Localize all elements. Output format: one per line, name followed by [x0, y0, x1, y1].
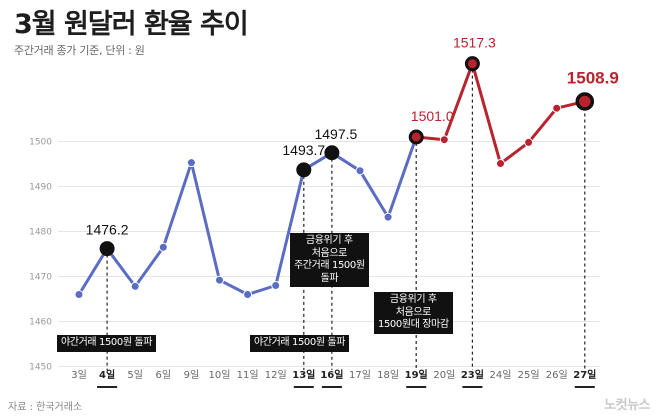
data-label: 1497.5 [314, 126, 357, 142]
data-point [383, 212, 393, 222]
x-tick-underline [406, 386, 427, 388]
annotation-line: 처음으로 [311, 247, 348, 259]
y-tick-label: 1460 [29, 318, 52, 328]
x-tick-label: 26일 [546, 369, 568, 381]
data-point [130, 281, 140, 291]
x-tick-label: 12일 [265, 369, 287, 381]
annotation-line: 돌파 [320, 272, 339, 284]
data-label: 1517.3 [453, 35, 496, 51]
data-point [355, 166, 365, 176]
annotation-box: 금융위기 후 처음으로 1500원대 장마감 [374, 292, 453, 334]
annotation-line: 1500원대 장마감 [378, 319, 449, 330]
annotation-line: 처음으로 [395, 306, 432, 318]
x-tick-label: 9일 [184, 369, 200, 381]
x-tick-underline [321, 386, 342, 388]
data-point [524, 137, 534, 147]
data-point [158, 242, 168, 252]
x-tick-underline [462, 386, 483, 388]
annotation-line: 금융위기 후 [305, 235, 353, 246]
x-tick-label: 6일 [156, 369, 172, 381]
data-label: 1493.7 [282, 142, 325, 158]
data-label: 1476.2 [86, 222, 129, 238]
annotation-box: 금융위기 후 처음으로 주간거래 1500원 돌파 [290, 233, 369, 287]
x-tick-label: 27일 [573, 368, 596, 381]
y-tick-label: 1480 [29, 228, 52, 238]
x-tick-label: 13일 [292, 368, 315, 381]
chart-subtitle: 주간거래 종가 기준, 단위 : 원 [14, 44, 145, 57]
annotation-line: 야간거래 1500원 돌파 [254, 337, 346, 348]
chart-title: 3월 원달러 환율 추이 [14, 9, 249, 40]
x-tick-label: 4일 [99, 368, 115, 381]
data-point [552, 103, 562, 113]
y-tick-label: 1470 [29, 273, 52, 283]
data-point [243, 290, 253, 299]
x-tick-label: 10일 [209, 369, 231, 381]
y-tick-label: 1450 [29, 363, 52, 373]
x-tick-underline [97, 386, 118, 388]
data-label: 1501.0 [411, 108, 454, 124]
x-tick-label: 25일 [518, 369, 540, 381]
x-tick-label: 20일 [433, 369, 455, 381]
x-tick-underline [293, 386, 314, 388]
data-point [496, 159, 505, 169]
data-point [271, 281, 281, 290]
x-tick-underline [574, 386, 595, 388]
data-point [464, 56, 480, 72]
x-tick-label: 3일 [71, 369, 87, 381]
x-tick-label: 18일 [377, 369, 399, 381]
y-tick-label: 1490 [29, 183, 52, 193]
annotation-line: 주간거래 1500원 [294, 260, 365, 271]
data-point [296, 162, 312, 178]
source-note: 자료 : 한국거래소 [8, 402, 83, 413]
data-point [215, 275, 224, 285]
x-tick-label: 16일 [320, 368, 343, 381]
data-point [186, 158, 196, 168]
annotation-line: 야간거래 1500원 돌파 [61, 337, 153, 348]
annotation-line: 금융위기 후 [389, 294, 437, 305]
data-label: 1508.9 [567, 68, 619, 87]
x-tick-label: 19일 [405, 368, 428, 381]
y-tick-label: 1500 [29, 138, 52, 148]
x-tick-label: 17일 [349, 369, 371, 381]
data-point [575, 92, 595, 111]
annotation-box: 야간거래 1500원 돌파 [250, 335, 350, 352]
publisher-logo: 노컷뉴스 [604, 398, 650, 413]
x-tick-label: 5일 [127, 369, 143, 381]
x-tick-label: 23일 [461, 368, 484, 381]
data-point [408, 129, 424, 145]
data-point [324, 145, 340, 161]
annotation-box: 야간거래 1500원 돌파 [57, 335, 157, 352]
x-tick-label: 24일 [490, 369, 512, 381]
data-point [439, 135, 449, 145]
data-point [99, 241, 115, 257]
x-tick-label: 11일 [237, 369, 259, 381]
data-point [74, 290, 84, 299]
